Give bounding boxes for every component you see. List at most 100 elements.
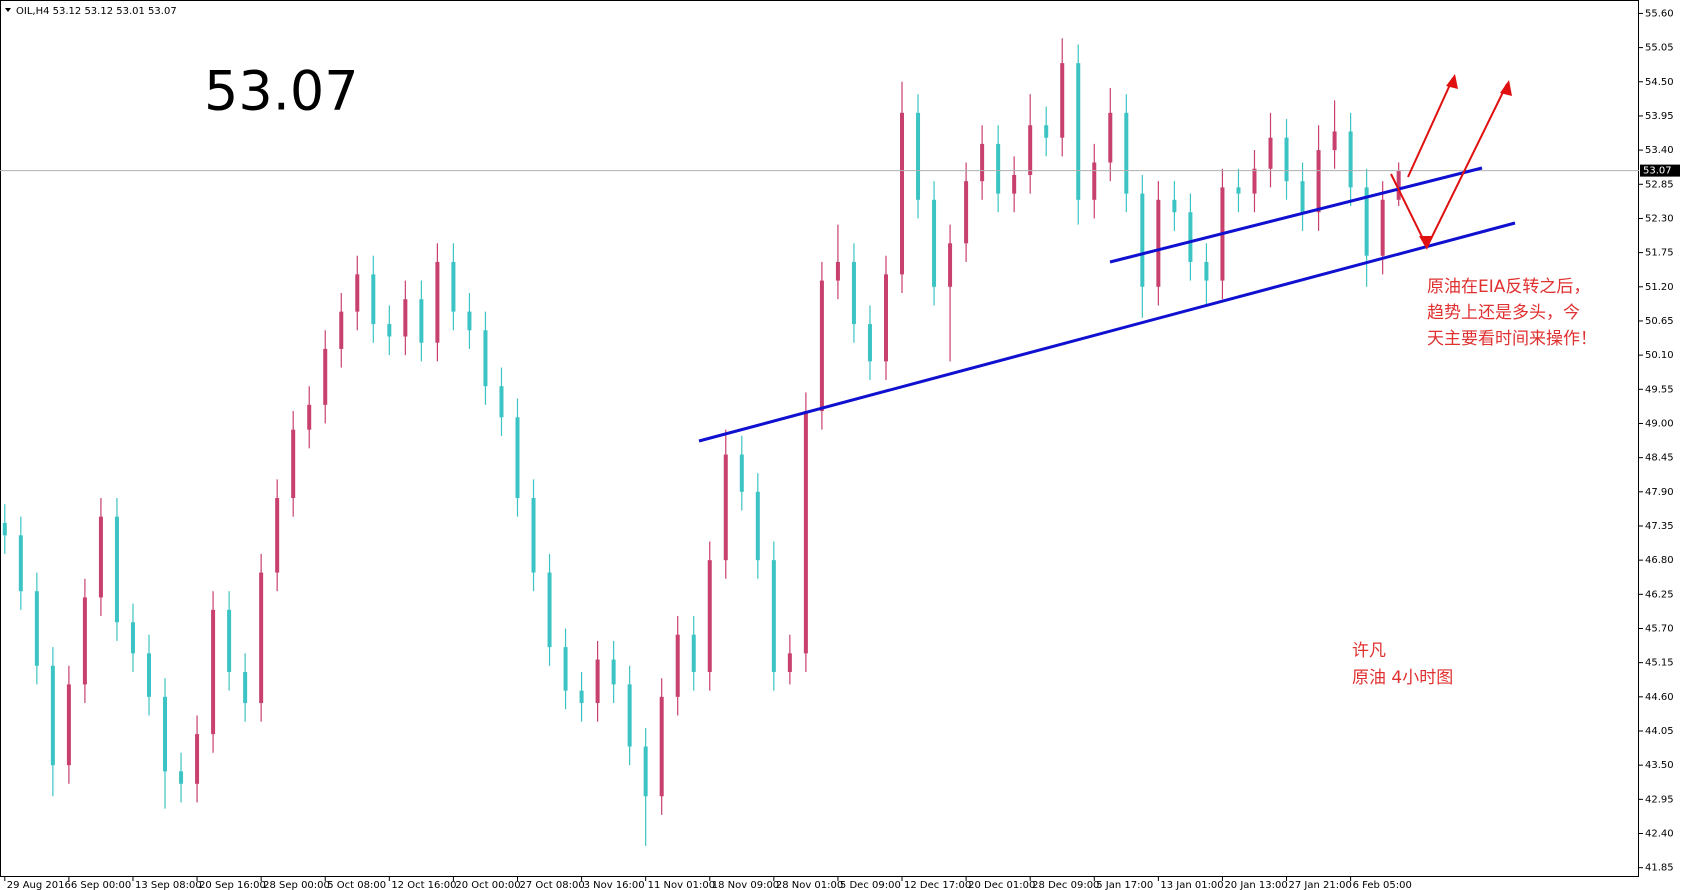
candle-body (1188, 212, 1193, 262)
annotation: 原油在EIA反转之后， (1427, 277, 1590, 297)
candle-body (1380, 199, 1385, 256)
candle-body (996, 143, 1001, 194)
candle-body (819, 280, 824, 412)
x-tick-label: 28 Nov 01:00 (776, 880, 843, 890)
candle-body (627, 684, 632, 747)
candle-body (563, 647, 568, 691)
y-tick-label: 51.20 (1645, 282, 1674, 293)
current-price-box (1640, 164, 1680, 177)
candle-body (883, 274, 888, 362)
y-tick-label: 52.30 (1645, 213, 1674, 224)
candle-body (1172, 199, 1177, 213)
trend-line (698, 221, 1516, 443)
y-tick-label: 43.50 (1645, 760, 1674, 771)
candle-body (34, 591, 39, 666)
x-tick-label: 3 Nov 16:00 (584, 880, 645, 890)
candle-body (1044, 125, 1049, 138)
candle-body (323, 348, 328, 405)
candle-body (1364, 187, 1369, 256)
candle-body (964, 181, 969, 244)
candle-body (803, 411, 808, 654)
candle-body (1252, 168, 1257, 194)
candle-body (467, 311, 472, 331)
y-tick-label: 46.80 (1645, 555, 1674, 566)
candle-body (1348, 131, 1353, 188)
candle-body (82, 597, 87, 685)
candle-body (419, 299, 424, 343)
x-tick-label: 27 Oct 08:00 (519, 880, 584, 890)
candle-body (675, 634, 680, 697)
arrow-head (1500, 80, 1512, 96)
candle-body (1204, 261, 1209, 281)
candle-body (163, 696, 168, 772)
candle-body (211, 609, 216, 735)
x-tick-label: 12 Oct 16:00 (391, 880, 456, 890)
candle-body (723, 454, 728, 561)
candle-body (531, 498, 536, 573)
x-tick-label: 20 Oct 00:00 (455, 880, 520, 890)
arrow-head (1446, 74, 1458, 89)
candle-body (18, 535, 23, 592)
x-tick-label: 28 Sep 00:00 (263, 880, 330, 890)
x-tick-label: 20 Dec 01:00 (968, 880, 1035, 890)
candle-body (403, 299, 408, 337)
candle-body (643, 746, 648, 797)
annotation: 许凡 (1352, 641, 1386, 661)
y-tick-label: 55.05 (1645, 43, 1674, 54)
candle-body (1300, 181, 1305, 213)
candle-body (339, 311, 344, 349)
y-tick-label: 55.60 (1645, 8, 1674, 19)
candle-body (307, 404, 312, 430)
y-tick-label: 52.85 (1645, 179, 1674, 190)
candle-body (371, 274, 376, 325)
x-tick-label: 12 Dec 17:00 (904, 880, 971, 890)
forecast-arrow (1390, 83, 1508, 250)
annotation: 原油 4小时图 (1352, 668, 1453, 688)
x-tick-label: 5 Dec 09:00 (840, 880, 901, 890)
x-tick-label: 28 Dec 09:00 (1032, 880, 1099, 890)
annotation: 天主要看时间来操作！ (1427, 329, 1597, 349)
candle-body (611, 659, 616, 685)
x-tick-label: 27 Jan 21:00 (1289, 880, 1352, 890)
candle-body (1236, 187, 1241, 194)
chart-title: OIL,H4 53.12 53.12 53.01 53.07 (16, 6, 177, 17)
candle-body (291, 429, 296, 499)
big-price: 53.07 (204, 60, 359, 123)
candle-body (1124, 112, 1129, 194)
candle-body (243, 671, 248, 704)
y-tick-label: 45.70 (1645, 623, 1674, 634)
candle-body (515, 417, 520, 499)
x-tick-label: 5 Oct 08:00 (327, 880, 386, 890)
y-tick-label: 42.40 (1645, 829, 1674, 840)
y-tick-label: 47.35 (1645, 521, 1674, 532)
candle-body (1012, 174, 1017, 194)
candle-body (114, 516, 119, 623)
y-tick-label: 49.00 (1645, 418, 1674, 429)
candle-body (932, 199, 937, 287)
candle-body (1268, 137, 1273, 169)
candle-body (1332, 131, 1337, 151)
candle-body (1108, 112, 1113, 163)
x-tick-label: 13 Sep 08:00 (135, 880, 202, 890)
candle-body (851, 261, 856, 325)
x-tick-label: 6 Feb 05:00 (1353, 880, 1412, 890)
candle-body (948, 243, 953, 287)
x-tick-label: 18 Nov 09:00 (712, 880, 779, 890)
candle-body (227, 609, 232, 672)
candle-body (483, 330, 488, 387)
candle-body (499, 386, 504, 418)
candle-body (1284, 137, 1289, 182)
candle-body (435, 261, 440, 343)
candle-body (579, 690, 584, 704)
candle-body (179, 771, 184, 784)
symbol-marker (5, 8, 11, 12)
x-tick-label: 11 Nov 01:00 (648, 880, 715, 890)
x-tick-label: 5 Jan 17:00 (1096, 880, 1153, 890)
trend-line (1109, 166, 1483, 264)
y-tick-label: 44.60 (1645, 692, 1674, 703)
candle-body (1316, 150, 1321, 213)
y-tick-label: 46.25 (1645, 589, 1674, 600)
candle-body (195, 734, 200, 784)
candle-body (259, 572, 264, 704)
